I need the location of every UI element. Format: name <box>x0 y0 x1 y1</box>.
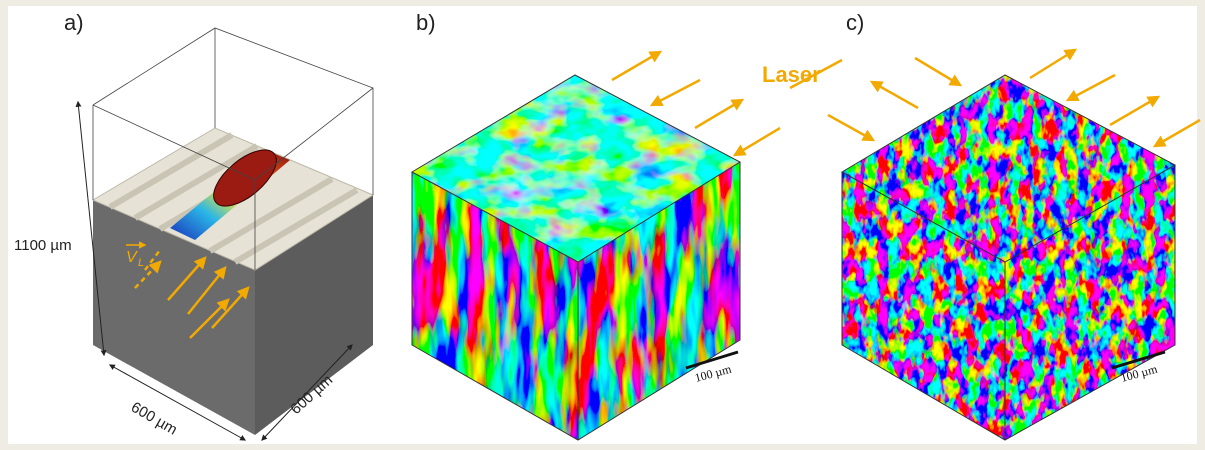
velocity-symbol: V <box>126 249 138 266</box>
laser-label: Laser <box>762 62 821 87</box>
height-label: 1100 µm <box>14 237 72 254</box>
panel-label: c) <box>846 10 864 35</box>
panel-label: b) <box>416 10 436 35</box>
figure: V L a) 1100 µm 600 µm 600 µm 100 µm b) 1… <box>0 0 1205 450</box>
velocity-subscript: L <box>138 257 144 269</box>
panel-label: a) <box>64 10 84 35</box>
